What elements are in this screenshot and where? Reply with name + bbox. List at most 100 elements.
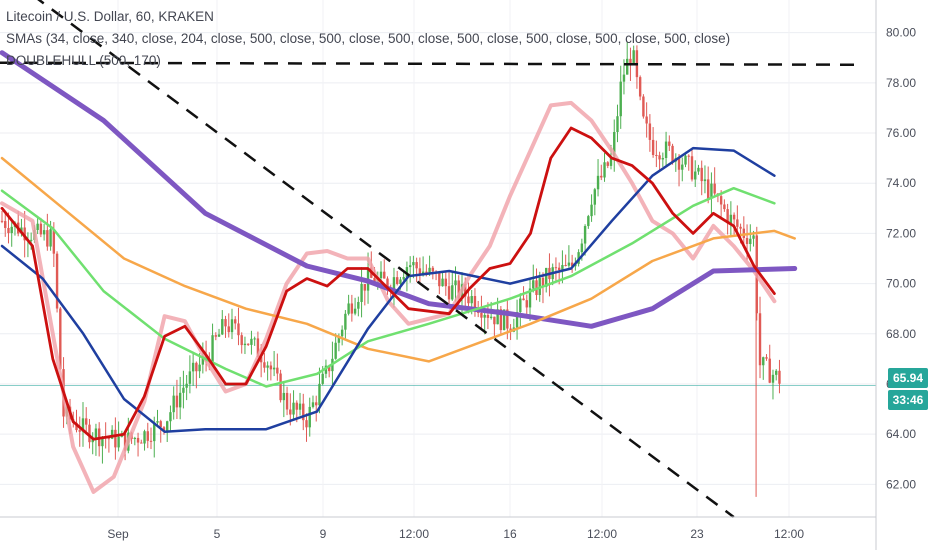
candle-body — [402, 277, 405, 280]
candle-body — [230, 319, 234, 333]
candle-body — [49, 229, 52, 247]
candle-body — [386, 278, 389, 290]
candle-body — [81, 418, 85, 432]
candle-body — [742, 228, 746, 239]
candle-body — [383, 271, 386, 279]
candle-body — [253, 338, 256, 340]
candle-body — [7, 227, 10, 234]
candle-body — [327, 365, 331, 372]
candle-body — [224, 319, 227, 327]
candle-body — [36, 223, 39, 230]
indicator-line — [0, 186, 776, 388]
candle-body — [256, 338, 260, 357]
candle-body — [616, 116, 619, 133]
time-tick-label: 12:00 — [774, 527, 804, 541]
doublehull-indicator-label[interactable]: DOUBLEHULL (500, 170) — [6, 53, 161, 68]
indicator-line — [0, 50, 798, 329]
price-tick-label: 70.00 — [886, 277, 916, 291]
candle-body — [88, 424, 91, 443]
candle-body — [272, 367, 276, 370]
candle-body — [178, 392, 182, 408]
candle-body — [554, 267, 558, 269]
candle-body — [221, 319, 224, 335]
candle-body — [496, 309, 499, 325]
candle-body — [159, 421, 162, 428]
candle-body — [353, 308, 357, 314]
candle-body — [360, 284, 363, 302]
descending-trendline — [37, 0, 735, 519]
candle-body — [697, 167, 700, 172]
price-tick-label: 62.00 — [886, 477, 916, 491]
candle-body — [502, 309, 506, 331]
candle-body — [732, 214, 736, 220]
candle-body — [613, 132, 616, 157]
symbol-title[interactable]: Litecoin / U.S. Dollar, 60, KRAKEN — [6, 9, 214, 24]
candle-body — [110, 429, 114, 439]
candle-body — [713, 183, 716, 194]
candle-body — [645, 116, 648, 124]
countdown-value: 33:46 — [892, 393, 924, 407]
candle-body — [723, 204, 726, 210]
candle-body — [201, 356, 205, 365]
candle-body — [729, 214, 733, 224]
candle-body — [162, 427, 166, 432]
candle-body — [726, 209, 729, 224]
candle-body — [580, 243, 584, 253]
candle-body — [431, 267, 435, 272]
candle-body — [499, 309, 503, 331]
candle-body — [42, 230, 46, 235]
time-tick-label: 16 — [503, 527, 517, 541]
candle-body — [237, 323, 240, 336]
candle-body — [596, 175, 600, 190]
chart-grid — [0, 0, 876, 517]
candle-body — [295, 402, 298, 410]
countdown-badge: 33:46 — [888, 390, 928, 410]
candle-body — [651, 139, 655, 155]
candle-body — [515, 312, 519, 328]
candle-body — [483, 314, 486, 318]
candle-body — [619, 81, 622, 117]
candle-body — [710, 183, 713, 199]
candle-body — [778, 370, 781, 384]
candle-body — [392, 277, 396, 292]
candle-body — [123, 433, 127, 451]
time-tick-label: Sep — [107, 527, 129, 541]
candle-body — [305, 420, 308, 428]
time-tick-label: 12:00 — [587, 527, 617, 541]
candle-body — [447, 286, 451, 300]
time-tick-label: 5 — [214, 527, 221, 541]
candle-body — [739, 226, 742, 229]
candle-body — [149, 440, 153, 442]
current-price-badge: 65.94 — [888, 368, 928, 388]
candle-body — [638, 77, 642, 97]
candle-body — [334, 342, 337, 359]
candle-body — [583, 226, 587, 244]
candle-body — [143, 431, 146, 444]
candle-body — [444, 278, 447, 287]
candle-body — [399, 279, 402, 284]
candle-body — [243, 343, 247, 346]
candle-body — [668, 141, 671, 146]
price-tick-label: 76.00 — [886, 126, 916, 140]
candle-body — [690, 156, 694, 180]
candle-body — [46, 230, 49, 247]
candle-body — [467, 296, 470, 304]
candle-body — [415, 262, 418, 269]
candle-body — [55, 253, 59, 309]
candle-body — [567, 262, 571, 266]
candle-body — [661, 158, 665, 160]
candle-body — [101, 437, 104, 447]
candle-body — [324, 365, 328, 374]
candle-body — [519, 298, 522, 313]
candle-body — [276, 367, 279, 374]
candle-body — [758, 313, 762, 366]
price-tick-label: 78.00 — [886, 76, 916, 90]
sma-indicator-label[interactable]: SMAs (34, close, 340, close, 204, close,… — [6, 31, 731, 46]
candle-body — [396, 277, 399, 284]
candle-body — [85, 418, 88, 425]
candle-body — [522, 298, 525, 301]
candle-body — [545, 267, 548, 287]
candle-body — [217, 334, 221, 337]
